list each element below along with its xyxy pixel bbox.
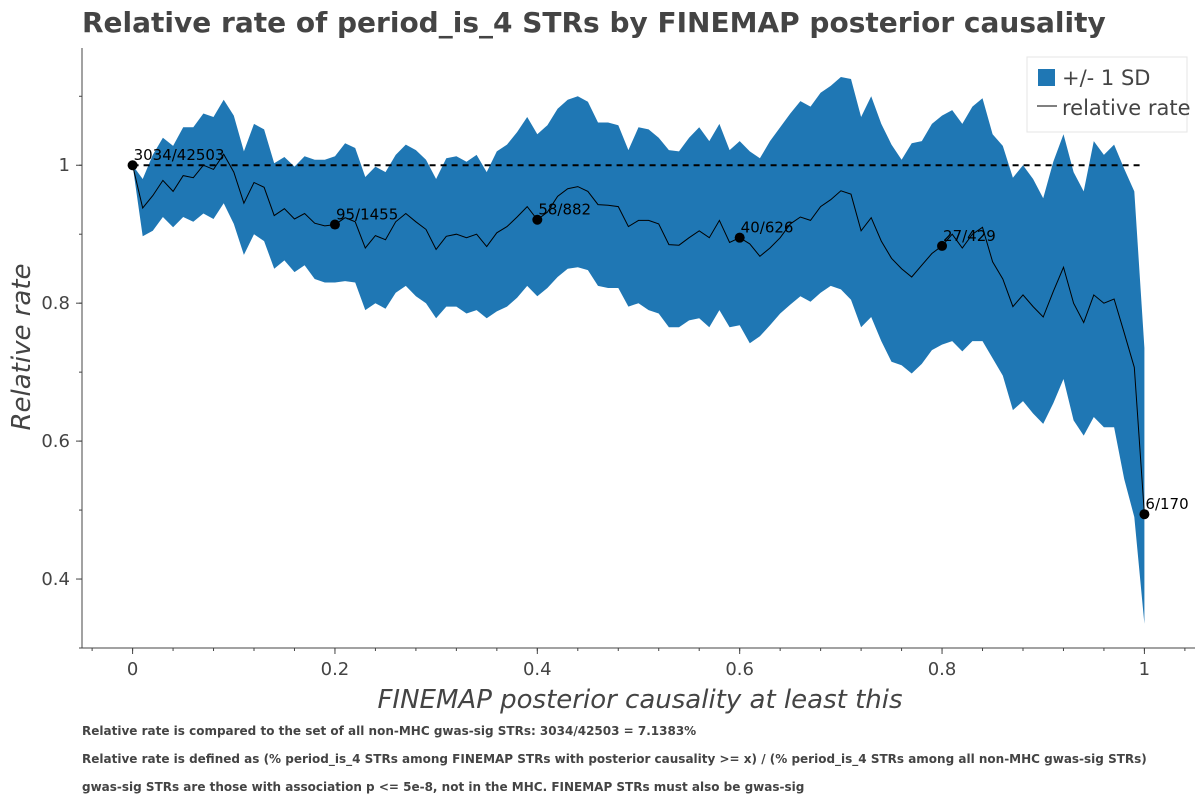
footnote-definition: Relative rate is defined as (% period_is… <box>82 752 1147 766</box>
data-point <box>937 240 948 251</box>
x-tick-label: 0.2 <box>321 659 350 680</box>
x-tick-label: 0 <box>127 659 138 680</box>
data-point <box>329 219 340 230</box>
x-tick-label: 0.4 <box>523 659 552 680</box>
legend-label-band: +/- 1 SD <box>1062 66 1150 90</box>
data-point-label: 3034/42503 <box>134 146 225 164</box>
x-axis-label: FINEMAP posterior causality at least thi… <box>377 685 902 715</box>
legend-swatch-band <box>1038 69 1055 86</box>
legend-label-line: relative rate <box>1062 96 1191 120</box>
data-point <box>127 160 138 171</box>
data-point-label: 58/882 <box>538 201 591 219</box>
x-tick-label: 0.6 <box>725 659 754 680</box>
data-point <box>1139 509 1150 520</box>
x-tick-label: 1 <box>1139 659 1150 680</box>
chart-plot: 3034/42503 95/1455 58/882 40/626 27/429 6/170… <box>7 48 1195 715</box>
y-tick-label: 1 <box>59 155 70 176</box>
x-tick-label: 0.8 <box>928 659 957 680</box>
y-tick-label: 0.8 <box>41 293 70 314</box>
data-point <box>532 214 543 225</box>
y-tick-label: 0.4 <box>41 569 70 590</box>
sd-band <box>132 77 1145 624</box>
footnote-gwas-sig: gwas-sig STRs are those with association… <box>82 780 805 794</box>
relative-rate-line <box>132 153 1145 515</box>
footnote-baseline: Relative rate is compared to the set of … <box>82 724 697 738</box>
chart-title: Relative rate of period_is_4 STRs by FIN… <box>82 6 1106 39</box>
data-point-label: 95/1455 <box>336 206 398 224</box>
y-tick-label: 0.6 <box>41 431 70 452</box>
data-point <box>734 232 745 243</box>
data-point-label: 40/626 <box>741 219 794 237</box>
data-point-label: 6/170 <box>1145 495 1188 513</box>
data-point-label: 27/429 <box>943 227 996 245</box>
y-axis-label: Relative rate <box>7 263 37 430</box>
